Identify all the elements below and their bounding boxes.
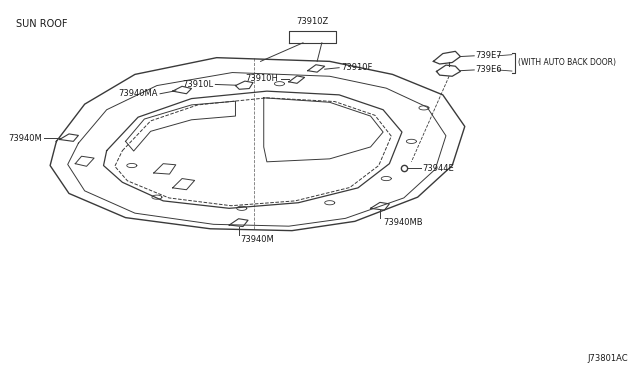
- Text: 739E6: 739E6: [476, 65, 502, 74]
- Text: 739E7: 739E7: [476, 51, 502, 60]
- Text: 73910F: 73910F: [341, 63, 372, 72]
- Text: 73940MB: 73940MB: [383, 218, 423, 227]
- Text: SUN ROOF: SUN ROOF: [15, 19, 67, 29]
- Text: 73910H: 73910H: [245, 74, 278, 83]
- Text: 73910L: 73910L: [182, 80, 214, 89]
- Text: 73940MA: 73940MA: [118, 89, 158, 98]
- Text: (WITH AUTO BACK DOOR): (WITH AUTO BACK DOOR): [518, 58, 616, 67]
- Text: 73940M: 73940M: [8, 134, 42, 143]
- Text: 73944E: 73944E: [422, 164, 454, 173]
- Text: 73910Z: 73910Z: [296, 17, 328, 26]
- Text: 73940M: 73940M: [241, 235, 274, 244]
- Text: J73801AC: J73801AC: [588, 355, 628, 363]
